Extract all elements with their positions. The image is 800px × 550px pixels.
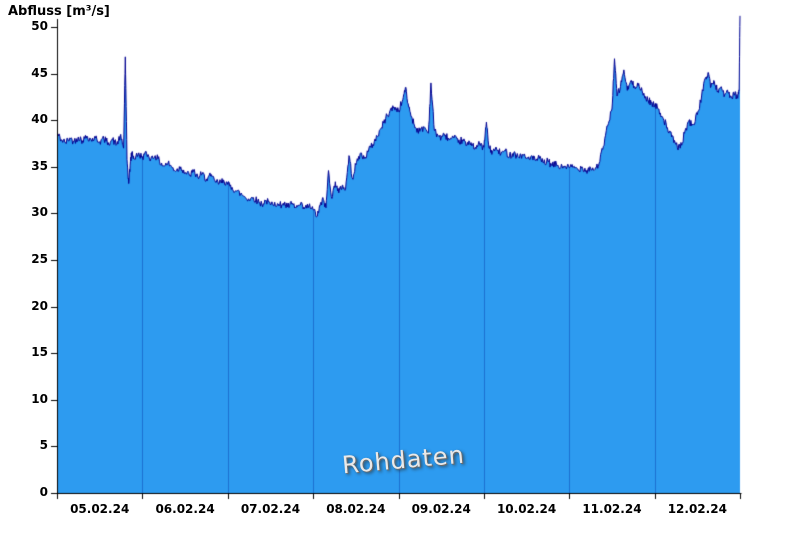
x-tick-label: 07.02.24: [240, 502, 301, 516]
chart-title: Abfluss [m³/s]: [8, 4, 110, 19]
x-tick-label: 10.02.24: [496, 502, 557, 516]
y-tick-label: 30: [31, 205, 48, 220]
y-tick-label: 10: [31, 391, 48, 406]
y-tick-label: 45: [31, 65, 48, 80]
y-tick-label: 35: [31, 158, 48, 173]
y-tick-label: 5: [39, 438, 48, 453]
y-tick-label: 15: [31, 345, 48, 360]
y-tick-label: 25: [31, 252, 48, 266]
x-tick-label: 09.02.24: [411, 502, 471, 516]
y-tick-label: 40: [31, 112, 48, 127]
x-tick-label: 08.02.24: [326, 502, 386, 516]
x-tick-label: 11.02.24: [582, 502, 642, 516]
x-tick-label: 06.02.24: [155, 502, 215, 516]
x-tick-label: 12.02.24: [667, 502, 727, 516]
y-tick-label: 0: [39, 485, 48, 499]
y-tick-label: 50: [31, 19, 48, 33]
y-tick-label: 20: [31, 298, 48, 313]
x-tick-label: 05.02.24: [70, 502, 130, 516]
